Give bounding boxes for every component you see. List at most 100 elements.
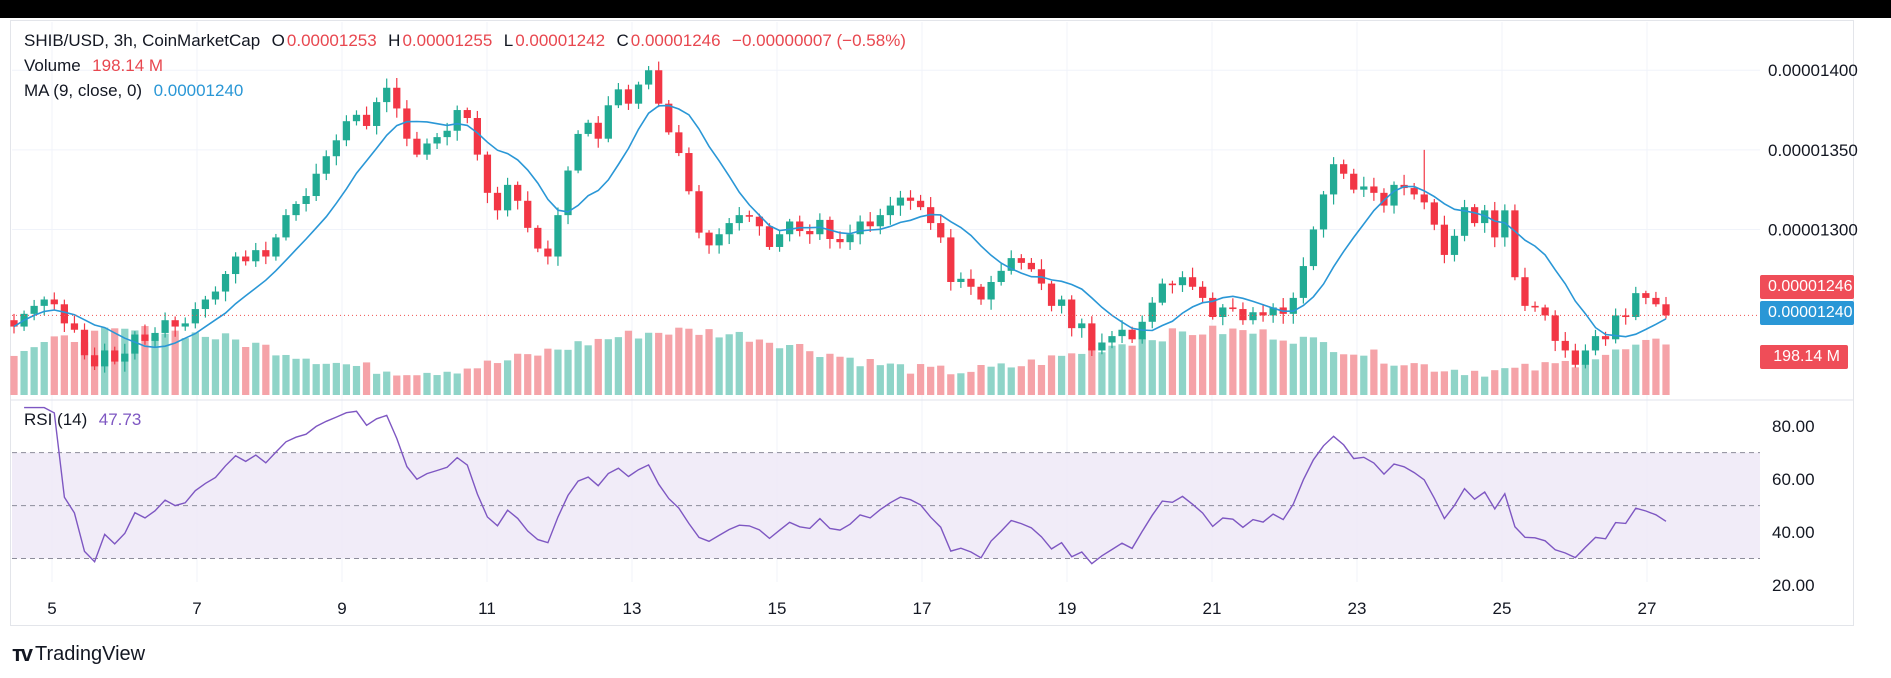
candle-body — [1470, 207, 1479, 224]
volume-bar — [1108, 345, 1116, 395]
candle-body — [886, 205, 894, 216]
candle-body — [70, 323, 79, 330]
rsi-label: RSI (14) — [24, 410, 88, 429]
time-axis-label: 15 — [768, 599, 787, 618]
candle-body — [1561, 340, 1569, 351]
volume-bar — [332, 362, 340, 395]
candle-body — [1108, 336, 1116, 343]
candle-body — [977, 286, 985, 300]
candle-body — [272, 237, 280, 257]
candle-body — [1430, 202, 1438, 225]
candle-body — [1591, 336, 1600, 351]
open-label: O — [271, 31, 285, 50]
volume-bar — [1350, 354, 1358, 395]
candle-body — [161, 320, 169, 333]
volume-bar — [1622, 349, 1630, 395]
volume-bar — [1037, 364, 1046, 395]
high-value: 0.00001255 — [402, 31, 493, 50]
candle-body — [1027, 262, 1036, 270]
footer-branding[interactable]: ᴛᴠ TradingView — [12, 641, 145, 667]
close-value: 0.00001246 — [630, 31, 721, 50]
volume-bar — [151, 336, 159, 395]
candle-body — [1269, 307, 1277, 316]
volume-bar — [1199, 334, 1207, 395]
volume-bar — [70, 341, 79, 395]
candle-body — [614, 89, 623, 106]
candle-body — [1390, 184, 1398, 206]
candle-body — [655, 70, 663, 104]
volume-bar — [1571, 367, 1579, 395]
candle-body — [262, 250, 270, 257]
volume-bar — [1088, 348, 1096, 395]
volume-bar — [191, 332, 199, 395]
ma-legend: MA (9, close, 0) 0.00001240 — [24, 81, 245, 101]
candle-body — [634, 84, 643, 104]
volume-bar — [1138, 338, 1146, 395]
candle-body — [1219, 307, 1227, 318]
volume-bar — [1219, 334, 1227, 395]
time-axis-label: 11 — [478, 599, 496, 618]
candle-body — [1047, 283, 1056, 306]
candle-body — [40, 299, 48, 306]
ma-label: MA (9, close, 0) — [24, 81, 143, 100]
volume-bar — [252, 342, 260, 395]
volume-bar — [1390, 365, 1398, 395]
volume-bar — [141, 326, 149, 395]
volume-bar — [715, 337, 723, 395]
volume-bar — [1541, 362, 1549, 395]
volume-bar — [1239, 330, 1247, 395]
volume-bar — [393, 375, 401, 395]
candle-body — [1541, 307, 1549, 316]
price-axis-label: 0.00001400 — [1768, 61, 1858, 80]
time-axis-label: 7 — [192, 599, 201, 618]
candle-body — [121, 353, 129, 362]
volume-bar — [1481, 376, 1489, 395]
candle-body — [604, 105, 612, 139]
volume-bar — [655, 332, 663, 395]
brand-name: TradingView — [35, 642, 146, 665]
candle-body — [1007, 258, 1015, 271]
ma-badge: 0.00001240 — [1760, 301, 1854, 325]
volume-bar — [1561, 360, 1569, 395]
volume-bar — [755, 339, 764, 395]
candle-body — [1057, 299, 1066, 306]
volume-bar — [1440, 371, 1449, 395]
volume-bar — [1319, 342, 1328, 395]
volume-bar — [373, 373, 381, 395]
volume-bar — [423, 372, 431, 395]
candle-body — [1581, 350, 1590, 365]
candle-body — [282, 215, 290, 238]
volume-bar — [876, 365, 884, 395]
volume-bar — [1229, 328, 1237, 395]
change-value: −0.00000007 (−0.58%) — [732, 31, 906, 50]
price-axis-label: 0.00001350 — [1768, 141, 1858, 160]
volume-bar — [725, 334, 733, 395]
candle-body — [514, 184, 522, 201]
candle-body — [1329, 164, 1338, 195]
volume-bar — [262, 344, 270, 395]
volume-bar — [1410, 363, 1418, 395]
candle-body — [584, 122, 592, 134]
volume-bar — [20, 350, 28, 395]
candle-body — [624, 89, 633, 104]
volume-bar — [1491, 370, 1499, 395]
volume-bar — [534, 355, 542, 395]
volume-bars — [10, 325, 1670, 395]
candle-body — [493, 192, 502, 211]
volume-bar — [312, 364, 320, 395]
volume-bar — [413, 375, 421, 395]
volume-bar — [584, 345, 592, 395]
candle-body — [191, 309, 199, 324]
candle-body — [836, 239, 844, 243]
candle-body — [1088, 323, 1096, 351]
candle-body — [534, 227, 542, 249]
volume-bar — [483, 360, 492, 395]
time-axis-label: 23 — [1348, 599, 1367, 618]
volume-legend: Volume 198.14 M — [24, 56, 165, 76]
candle-body — [786, 221, 794, 235]
candle-body — [1098, 342, 1106, 351]
candle-body — [524, 200, 532, 228]
volume-bar — [322, 363, 330, 395]
candle-body — [332, 140, 340, 157]
